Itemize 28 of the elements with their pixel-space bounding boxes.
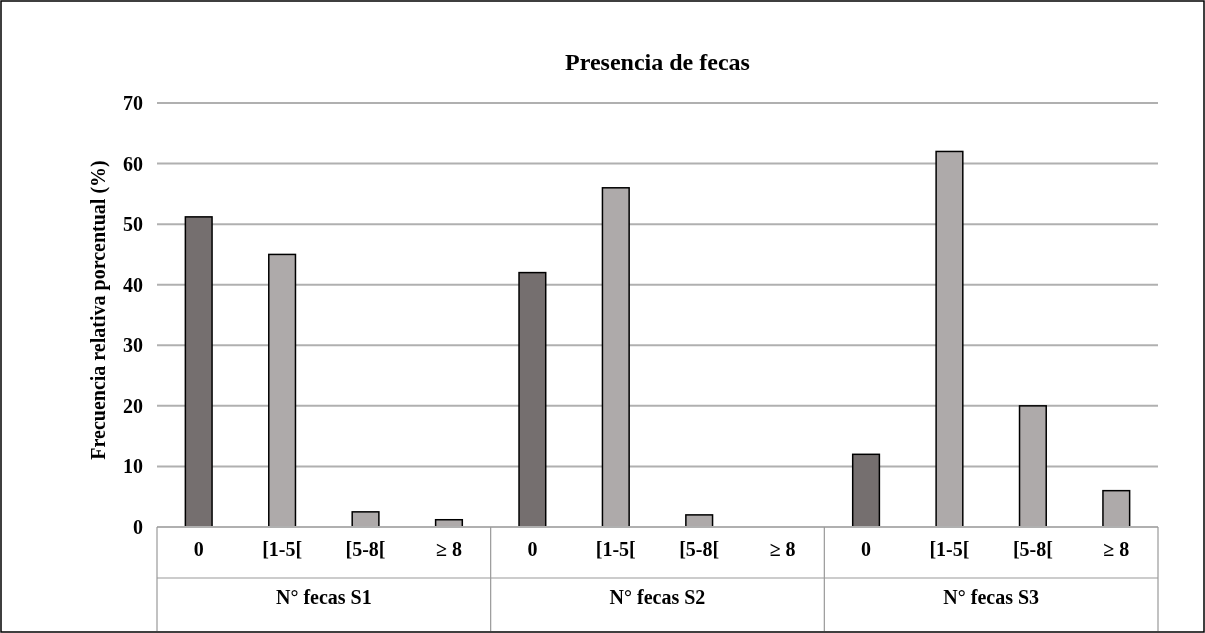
x-tick-label: ≥ 8 [435, 538, 462, 560]
y-tick-label: 70 [123, 92, 143, 114]
y-axis-title: Frecuencia relativa porcentual (%) [87, 160, 110, 460]
text: N° fecas S2 [609, 586, 706, 608]
text: N° fecas S3 [943, 586, 1040, 608]
chart-title: Presencia de fecas [565, 49, 750, 75]
bar [518, 271, 547, 528]
x-tick-label: [1-5[ [595, 538, 636, 560]
x-tick-label: 0 [527, 538, 538, 560]
y-tick-label: 20 [123, 394, 143, 417]
x-tick-label: [1-5[ [929, 538, 970, 560]
x-tick-label: 0 [193, 538, 204, 560]
x-tick-label: ≥ 8 [1103, 538, 1130, 560]
y-tick-label: 60 [123, 152, 143, 175]
text: N° fecas S1 [275, 586, 372, 608]
bar [184, 216, 213, 528]
x-tick-label: [5-8[ [679, 538, 720, 560]
x-tick-label: [5-8[ [345, 538, 386, 560]
y-tick-label: 10 [123, 455, 143, 478]
bar [851, 453, 881, 528]
x-tick-label: 0 [861, 538, 872, 560]
x-tick-label: [1-5[ [262, 538, 303, 560]
y-tick-label: 0 [133, 516, 143, 538]
y-tick-label: 50 [123, 213, 143, 236]
x-tick-label: [5-8[ [1012, 538, 1053, 560]
y-tick-label: 30 [123, 334, 143, 357]
y-tick-label: 40 [123, 273, 143, 296]
x-tick-label: ≥ 8 [769, 538, 796, 560]
